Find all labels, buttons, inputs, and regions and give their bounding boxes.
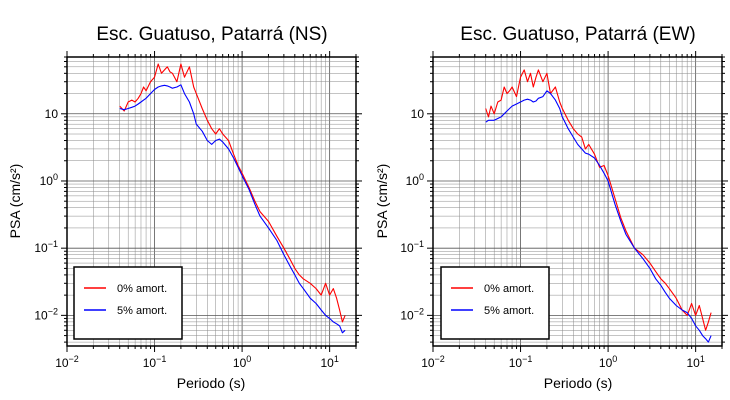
axis-ticks [61,51,362,352]
y-axis-label: PSA (cm/s²) [374,164,390,239]
chart-title: Esc. Guatuso, Patarrá (EW) [460,24,695,45]
x-tick-label-1: 10−1 [143,354,167,370]
chart-title: Esc. Guatuso, Patarrá (NS) [96,24,327,45]
y-tick-label-1: 10−1 [400,239,424,255]
axis-ticks [427,51,728,352]
y-tick-labels: 10−2 10−1 100 10 [400,107,424,323]
legend: 0% amort. 5% amort. [73,266,183,340]
x-tick-label-1: 10−1 [509,354,533,370]
legend-entry-1: 5% amort. [484,305,534,317]
series-line-1 [119,84,346,334]
y-tick-label-2: 100 [406,172,424,188]
x-tick-label-0: 10−2 [55,354,79,370]
series-line-0 [485,69,712,331]
x-axis-label: Periodo (s) [177,375,245,391]
legend-entry-0: 0% amort. [117,283,167,295]
x-tick-labels: 10−2 10−1 100 101 [421,354,705,370]
legend-entry-0: 0% amort. [484,283,534,295]
series-line-1 [485,90,712,343]
x-tick-label-2: 100 [599,354,617,370]
chart-panel-ew: Esc. Guatuso, Patarrá (EW) 10−2 10−1 100 10… [374,24,728,391]
plot-lines [485,69,712,343]
y-axis-label: PSA (cm/s²) [7,164,23,239]
legend-box [440,266,550,340]
y-tick-label-3: 10 [45,107,59,121]
x-tick-label-3: 101 [686,354,704,370]
x-axis-label: Periodo (s) [544,375,612,391]
y-tick-label-1: 10−1 [34,239,58,255]
x-tick-labels: 10−2 10−1 100 101 [55,354,339,370]
y-tick-label-3: 10 [411,107,425,121]
x-tick-label-0: 10−2 [421,354,445,370]
x-tick-label-2: 100 [233,354,251,370]
y-tick-label-0: 10−2 [34,306,58,322]
series-line-0 [119,63,346,323]
x-tick-label-3: 101 [320,354,338,370]
legend: 0% amort. 5% amort. [440,266,550,340]
y-tick-labels: 10−2 10−1 100 10 [34,107,58,323]
grid [66,56,357,346]
y-tick-label-0: 10−2 [400,306,424,322]
chart-panel-ns: Esc. Guatuso, Patarrá (NS) 10−2 10−1 100 10… [7,24,362,391]
plot-lines [119,63,346,334]
y-tick-label-2: 100 [40,172,58,188]
legend-box [73,266,183,340]
legend-entry-1: 5% amort. [117,305,167,317]
